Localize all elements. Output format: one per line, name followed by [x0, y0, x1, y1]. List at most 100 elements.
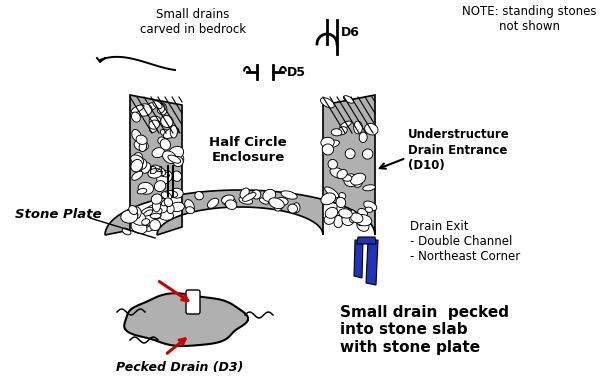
Ellipse shape — [344, 174, 358, 187]
Text: Half Circle
Enclosure: Half Circle Enclosure — [209, 136, 287, 164]
Ellipse shape — [320, 98, 334, 108]
Ellipse shape — [357, 220, 369, 231]
Ellipse shape — [252, 190, 261, 199]
Ellipse shape — [161, 192, 172, 199]
Ellipse shape — [173, 156, 183, 167]
Ellipse shape — [288, 204, 298, 213]
Ellipse shape — [222, 196, 236, 207]
Ellipse shape — [160, 139, 170, 150]
Ellipse shape — [164, 190, 178, 197]
Ellipse shape — [242, 193, 256, 201]
Ellipse shape — [160, 129, 169, 136]
Ellipse shape — [161, 198, 170, 206]
Ellipse shape — [158, 137, 166, 144]
Ellipse shape — [263, 189, 276, 201]
Ellipse shape — [127, 210, 138, 218]
Ellipse shape — [154, 181, 166, 192]
Ellipse shape — [269, 198, 284, 209]
Ellipse shape — [136, 135, 147, 144]
Ellipse shape — [337, 214, 351, 221]
Text: Drain Exit
- Double Channel
- Northeast Corner: Drain Exit - Double Channel - Northeast … — [410, 220, 520, 263]
Ellipse shape — [325, 187, 338, 197]
Ellipse shape — [334, 215, 343, 228]
Ellipse shape — [170, 188, 183, 198]
Ellipse shape — [356, 213, 363, 226]
Ellipse shape — [131, 105, 144, 113]
Ellipse shape — [342, 214, 354, 226]
Text: D4: D4 — [148, 166, 164, 176]
Ellipse shape — [131, 112, 140, 122]
Ellipse shape — [321, 193, 335, 205]
Ellipse shape — [359, 132, 367, 143]
Ellipse shape — [149, 116, 160, 124]
Ellipse shape — [132, 129, 141, 141]
Ellipse shape — [152, 200, 160, 212]
Ellipse shape — [158, 103, 167, 115]
FancyBboxPatch shape — [186, 290, 200, 314]
Ellipse shape — [134, 140, 148, 151]
Text: Small drain  pecked
into stone slab
with stone plate: Small drain pecked into stone slab with … — [340, 305, 509, 355]
Ellipse shape — [358, 208, 367, 217]
Ellipse shape — [121, 210, 138, 223]
Ellipse shape — [275, 197, 288, 206]
Ellipse shape — [152, 148, 164, 158]
Ellipse shape — [149, 126, 157, 133]
Ellipse shape — [365, 124, 378, 135]
Ellipse shape — [153, 204, 167, 213]
Ellipse shape — [349, 210, 356, 223]
Ellipse shape — [186, 207, 194, 213]
Text: Small drains
carved in bedrock: Small drains carved in bedrock — [140, 8, 246, 36]
Ellipse shape — [151, 165, 166, 176]
Ellipse shape — [353, 121, 362, 134]
Ellipse shape — [170, 202, 184, 212]
Ellipse shape — [339, 193, 346, 199]
Ellipse shape — [131, 221, 147, 234]
Ellipse shape — [221, 195, 234, 204]
Ellipse shape — [168, 146, 184, 160]
Ellipse shape — [149, 120, 160, 129]
Ellipse shape — [143, 210, 152, 217]
Ellipse shape — [133, 158, 147, 170]
Ellipse shape — [350, 213, 363, 223]
Ellipse shape — [142, 219, 149, 225]
Ellipse shape — [350, 173, 365, 185]
Ellipse shape — [141, 207, 153, 215]
Ellipse shape — [129, 206, 137, 215]
Ellipse shape — [337, 201, 344, 213]
Ellipse shape — [259, 198, 269, 204]
Ellipse shape — [364, 201, 377, 211]
Ellipse shape — [140, 215, 156, 226]
Ellipse shape — [336, 197, 346, 208]
Text: D5: D5 — [287, 66, 306, 79]
Ellipse shape — [339, 209, 352, 218]
Ellipse shape — [131, 213, 140, 221]
Text: NOTE: standing stones
not shown: NOTE: standing stones not shown — [463, 5, 597, 33]
Ellipse shape — [145, 204, 160, 217]
Ellipse shape — [239, 197, 253, 204]
Ellipse shape — [343, 96, 354, 103]
Polygon shape — [357, 237, 376, 244]
Ellipse shape — [174, 153, 184, 165]
Ellipse shape — [141, 163, 151, 173]
Ellipse shape — [152, 211, 161, 219]
Ellipse shape — [170, 126, 178, 138]
Ellipse shape — [151, 213, 161, 219]
Ellipse shape — [353, 177, 362, 187]
Polygon shape — [124, 293, 248, 346]
Ellipse shape — [363, 185, 376, 191]
Ellipse shape — [153, 101, 162, 109]
Ellipse shape — [167, 204, 174, 213]
Ellipse shape — [365, 207, 373, 212]
Ellipse shape — [150, 220, 160, 231]
Ellipse shape — [139, 142, 146, 152]
Ellipse shape — [324, 214, 335, 224]
Ellipse shape — [340, 121, 352, 129]
Ellipse shape — [163, 127, 179, 138]
Ellipse shape — [362, 149, 373, 159]
Polygon shape — [366, 240, 378, 285]
Ellipse shape — [342, 175, 352, 181]
Ellipse shape — [157, 170, 172, 184]
Text: Stone Plate: Stone Plate — [15, 208, 101, 221]
Ellipse shape — [324, 140, 340, 148]
Ellipse shape — [131, 160, 142, 172]
